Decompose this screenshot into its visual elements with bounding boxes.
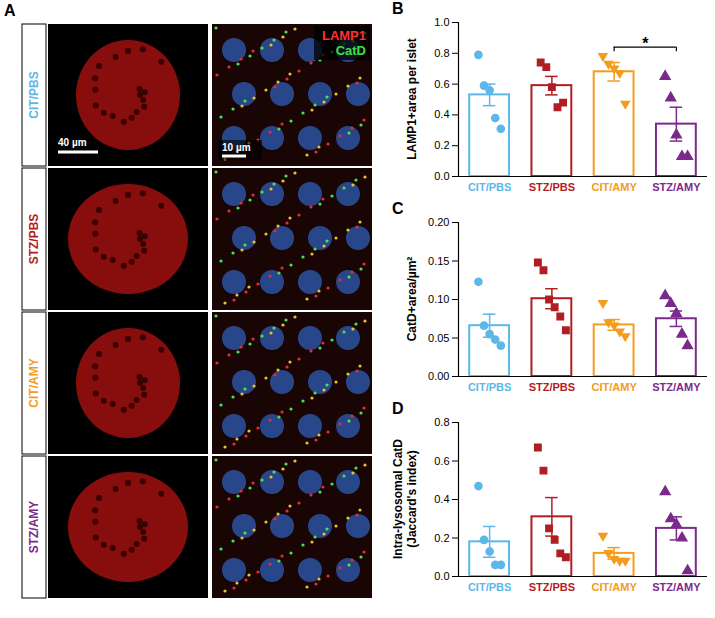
svg-text:10 µm: 10 µm xyxy=(222,142,251,153)
svg-text:STZ/AMY: STZ/AMY xyxy=(652,581,701,593)
svg-text:CatD+area/µm²: CatD+area/µm² xyxy=(405,257,419,342)
svg-text:CIT/PBS: CIT/PBS xyxy=(468,381,511,393)
html-text:D: D xyxy=(392,400,404,417)
svg-text:CIT/PBS: CIT/PBS xyxy=(27,71,41,118)
svg-text:0.8: 0.8 xyxy=(434,416,449,428)
svg-text:STZ/AMY: STZ/AMY xyxy=(27,501,41,554)
svg-text:STZ/AMY: STZ/AMY xyxy=(652,181,701,193)
svg-text:A: A xyxy=(4,2,16,19)
svg-text:STZ/PBS: STZ/PBS xyxy=(529,581,575,593)
svg-text:STZ/PBS: STZ/PBS xyxy=(529,181,575,193)
svg-text:0.6: 0.6 xyxy=(434,455,449,467)
svg-text:0.00: 0.00 xyxy=(428,370,449,382)
svg-text:LAMP1+area per islet: LAMP1+area per islet xyxy=(405,38,419,160)
svg-text:0.4: 0.4 xyxy=(434,108,449,120)
svg-text:0.10: 0.10 xyxy=(428,293,449,305)
svg-text:0.20: 0.20 xyxy=(428,216,449,228)
svg-text:LAMP1: LAMP1 xyxy=(322,28,366,43)
svg-text:40 µm: 40 µm xyxy=(58,137,87,148)
svg-text:CIT/PBS: CIT/PBS xyxy=(468,181,511,193)
svg-text:STZ/PBS: STZ/PBS xyxy=(529,381,575,393)
html-text:C: C xyxy=(392,200,404,217)
svg-text:CIT/AMY: CIT/AMY xyxy=(592,581,638,593)
svg-text:0.2: 0.2 xyxy=(434,532,449,544)
svg-text:1.0: 1.0 xyxy=(434,16,449,28)
svg-text:0.8: 0.8 xyxy=(434,47,449,59)
svg-text:CIT/AMY: CIT/AMY xyxy=(27,358,41,407)
svg-text:CIT/AMY: CIT/AMY xyxy=(592,381,638,393)
svg-text:CatD: CatD xyxy=(336,43,366,58)
svg-text:0.0: 0.0 xyxy=(434,170,449,182)
svg-text:0.4: 0.4 xyxy=(434,493,449,505)
svg-text:CIT/PBS: CIT/PBS xyxy=(468,581,511,593)
svg-text:0.0: 0.0 xyxy=(434,570,449,582)
svg-text:0.05: 0.05 xyxy=(428,332,449,344)
svg-text:0.2: 0.2 xyxy=(434,139,449,151)
svg-text:STZ/PBS: STZ/PBS xyxy=(27,214,41,265)
svg-text:(Jaccard's index): (Jaccard's index) xyxy=(405,450,419,548)
svg-text:0.15: 0.15 xyxy=(428,255,449,267)
svg-text:STZ/AMY: STZ/AMY xyxy=(652,381,701,393)
svg-text:0.6: 0.6 xyxy=(434,78,449,90)
html-text:B: B xyxy=(392,0,404,17)
svg-text:CIT/AMY: CIT/AMY xyxy=(592,181,638,193)
svg-text:*: * xyxy=(642,35,649,52)
svg-text:Intra-lysosomal CatD: Intra-lysosomal CatD xyxy=(391,439,405,559)
